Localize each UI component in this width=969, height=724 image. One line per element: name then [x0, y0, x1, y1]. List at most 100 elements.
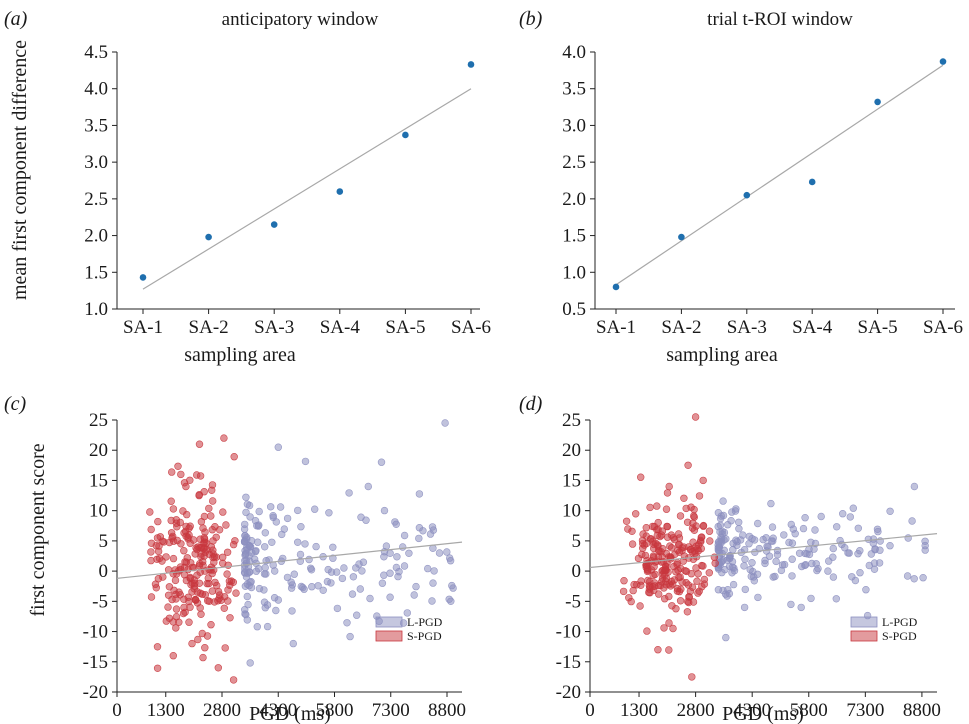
- data-point: [198, 629, 207, 638]
- data-point: [854, 524, 862, 532]
- data-point: [698, 582, 706, 591]
- data-point: [773, 546, 782, 555]
- x-axis-label: sampling area: [184, 344, 296, 366]
- data-point: [314, 582, 322, 590]
- data-point: [243, 592, 252, 601]
- data-point: [767, 499, 775, 508]
- x-tick-label: SA-1: [596, 317, 636, 338]
- data-point: [642, 563, 650, 572]
- data-point: [750, 536, 759, 544]
- data-point: [666, 582, 675, 590]
- data-point: [167, 516, 175, 525]
- data-point: [619, 587, 628, 596]
- data-point: [435, 549, 444, 557]
- data-point: [386, 549, 394, 557]
- x-tick-label: 1300: [620, 700, 658, 721]
- data-point: [205, 233, 212, 241]
- data-point: [223, 548, 232, 556]
- data-point: [832, 595, 840, 603]
- data-point: [691, 413, 700, 421]
- panel-label-c: (c): [4, 393, 27, 415]
- data-point: [169, 651, 178, 660]
- data-point: [836, 536, 844, 545]
- data-point: [201, 643, 209, 652]
- data-point: [443, 548, 451, 556]
- data-point: [169, 505, 178, 513]
- data-point: [705, 527, 714, 535]
- data-point: [147, 525, 155, 534]
- y-tick-label: -20: [83, 682, 108, 703]
- data-point: [343, 619, 351, 627]
- data-point: [154, 517, 162, 526]
- data-point: [221, 644, 229, 652]
- data-point: [267, 503, 275, 511]
- data-point: [182, 576, 191, 585]
- y-tick-label: -10: [83, 622, 108, 643]
- data-point: [654, 590, 663, 598]
- y-tick-label: 25: [562, 410, 581, 431]
- data-point: [247, 536, 256, 545]
- data-point: [692, 564, 700, 572]
- data-point: [177, 470, 185, 479]
- data-point: [263, 622, 272, 631]
- data-point: [663, 522, 671, 531]
- data-point: [380, 506, 389, 515]
- data-point: [169, 532, 177, 541]
- x-tick-label: SA-4: [320, 317, 361, 338]
- y-tick-label: -15: [83, 652, 108, 673]
- y-tick-label: 0: [99, 561, 109, 582]
- data-point: [910, 482, 919, 491]
- data-point: [252, 547, 260, 555]
- data-point: [392, 563, 401, 572]
- data-point: [788, 572, 796, 580]
- data-point: [162, 617, 171, 625]
- data-point: [207, 620, 215, 629]
- x-tick-label: SA-2: [189, 317, 229, 338]
- data-point: [180, 529, 188, 537]
- x-tick-label: SA-6: [923, 317, 963, 338]
- y-tick-label: -20: [556, 682, 581, 703]
- data-point: [886, 507, 894, 515]
- data-point: [272, 606, 280, 615]
- x-tick-label: 5800: [316, 700, 354, 721]
- x-tick-label: SA-1: [123, 317, 163, 338]
- data-point: [224, 561, 232, 569]
- data-point: [403, 609, 411, 617]
- data-point: [908, 517, 916, 525]
- data-point: [801, 561, 809, 570]
- data-point: [173, 523, 181, 531]
- data-point: [700, 575, 709, 584]
- data-point: [186, 476, 194, 484]
- data-point: [324, 565, 332, 574]
- data-point: [636, 473, 645, 481]
- data-point: [817, 512, 825, 521]
- data-point: [634, 554, 643, 563]
- data-point: [728, 508, 736, 516]
- y-tick-label: 0: [572, 561, 582, 582]
- data-point: [160, 538, 168, 546]
- data-point: [207, 543, 216, 551]
- data-point: [270, 221, 278, 228]
- y-tick-label: 10: [89, 501, 108, 522]
- data-point: [153, 643, 162, 651]
- data-point: [693, 577, 701, 585]
- legend-swatch: [375, 616, 403, 628]
- data-point: [336, 188, 344, 195]
- panel-b: (b) trial t-ROI window sampling area 0.5…: [519, 8, 963, 366]
- data-point: [296, 550, 305, 559]
- data-point: [706, 537, 714, 545]
- data-point: [269, 513, 277, 522]
- data-point: [185, 618, 193, 626]
- data-point: [734, 518, 743, 526]
- data-point: [772, 557, 780, 566]
- data-point: [642, 523, 650, 532]
- data-point: [675, 540, 683, 548]
- x-tick-label: 4300: [259, 700, 297, 721]
- data-point: [333, 604, 342, 613]
- data-point: [661, 566, 669, 574]
- data-point: [676, 573, 684, 581]
- data-point: [179, 507, 187, 515]
- data-point: [840, 543, 849, 552]
- y-axis-label: mean first component difference: [9, 40, 31, 300]
- data-point: [657, 577, 666, 586]
